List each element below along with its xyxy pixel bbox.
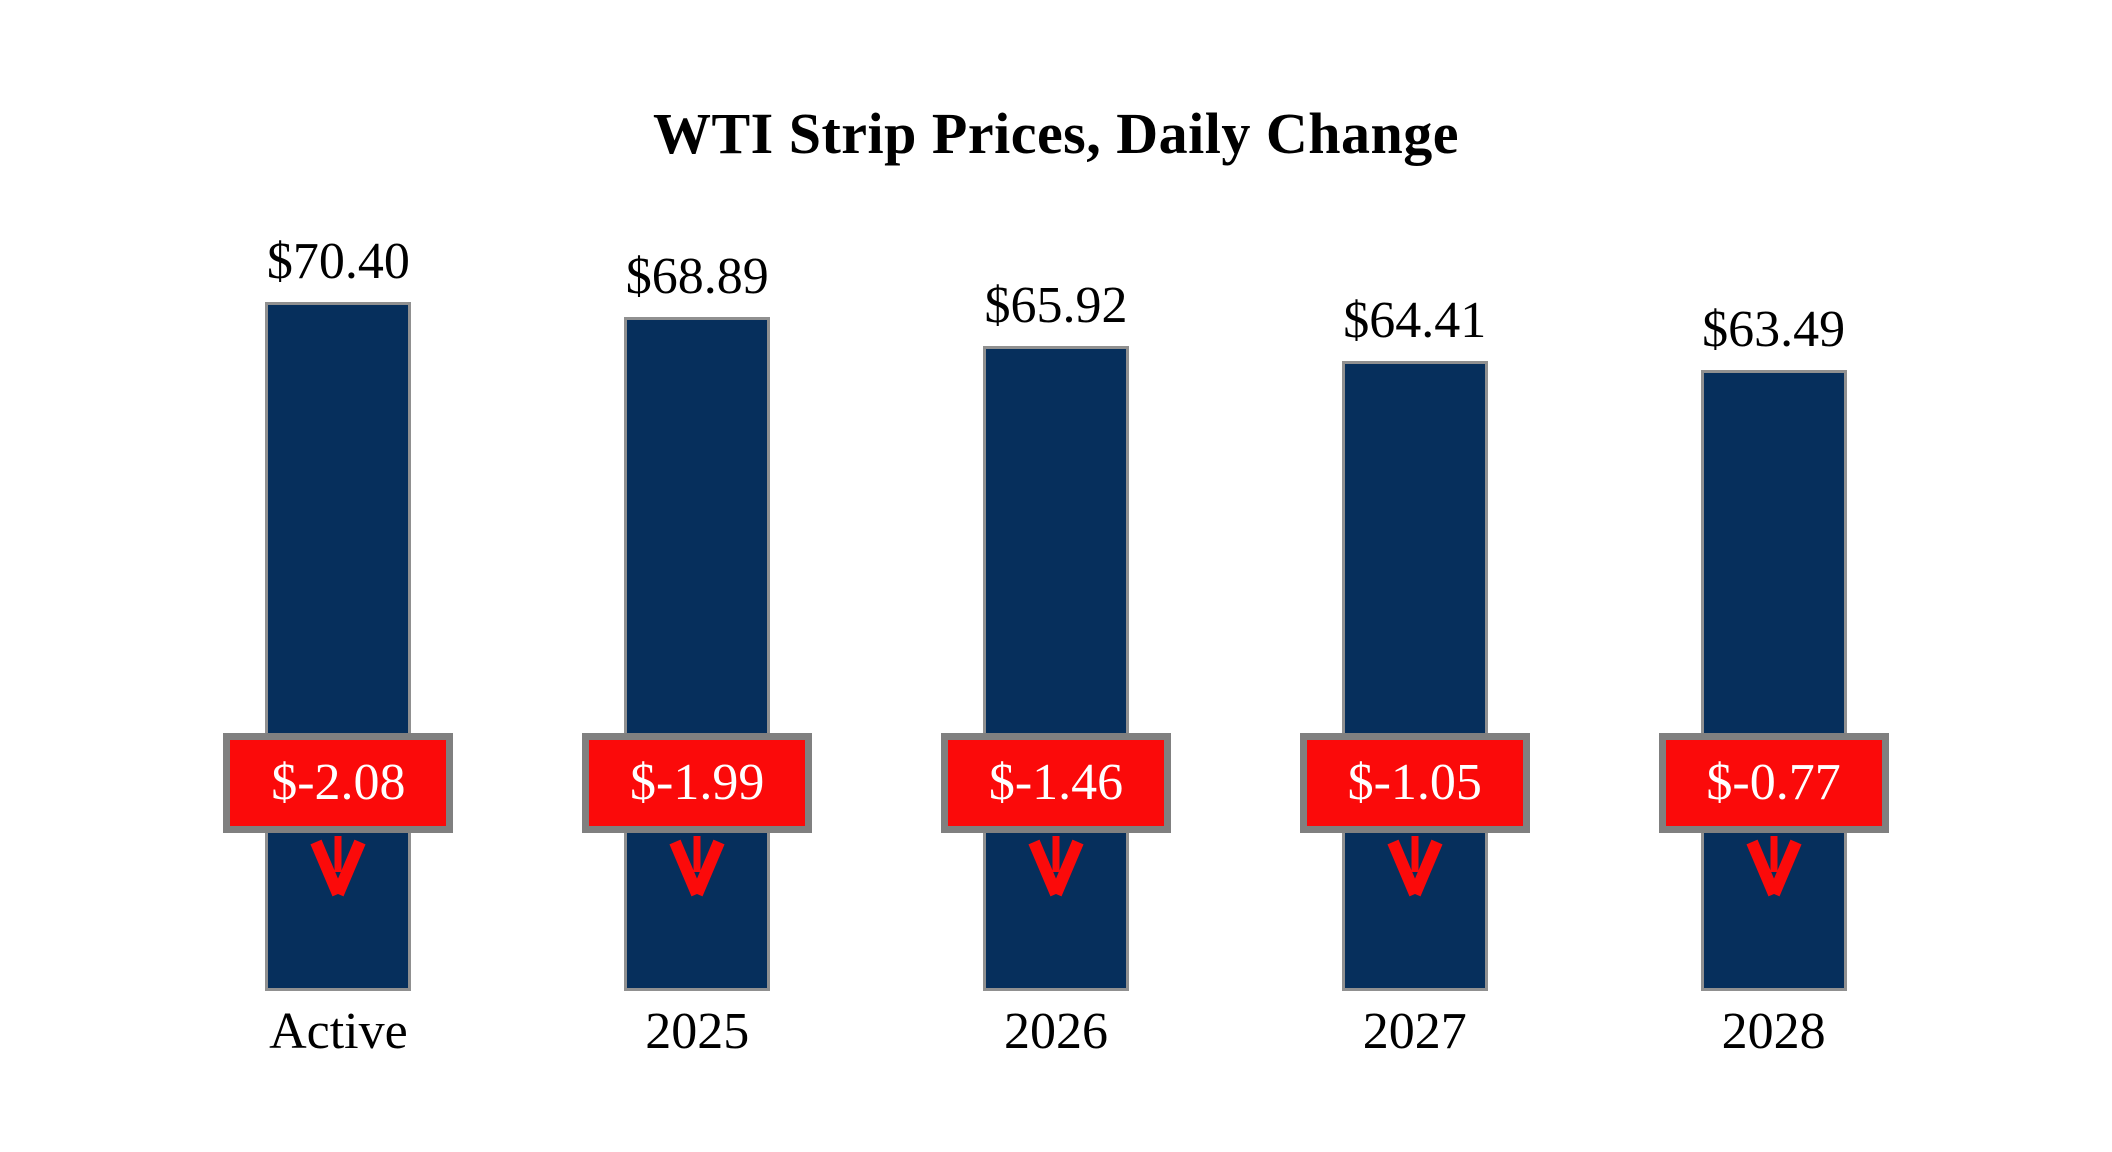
daily-change-badge: $-1.46: [940, 733, 1171, 833]
daily-change-badge: $-2.08: [223, 733, 454, 833]
down-arrow-icon: [1387, 836, 1443, 897]
bar-value-label: $64.41: [1343, 291, 1487, 349]
bar-group-2028: $63.49 $-0.77 2028: [1594, 0, 1953, 1152]
category-label: 2026: [1003, 1003, 1108, 1060]
bar-2028: [1700, 370, 1847, 991]
down-arrow-icon: [1028, 836, 1084, 897]
bar-value-label: $63.49: [1702, 300, 1846, 358]
daily-change-badge: $-0.77: [1658, 733, 1889, 833]
bar-group-active: $70.40 $-2.08 Active: [159, 0, 518, 1152]
bar-value-label: $70.40: [266, 232, 410, 290]
daily-change-badge: $-1.05: [1299, 733, 1530, 833]
daily-change-value: $-0.77: [1706, 754, 1841, 811]
daily-change-value: $-1.46: [988, 754, 1124, 811]
daily-change-value: $-2.08: [271, 754, 406, 811]
daily-change-value: $-1.99: [630, 754, 765, 811]
category-label: 2027: [1362, 1003, 1467, 1060]
bar-group-2025: $68.89 $-1.99 2025: [518, 0, 877, 1152]
chart-title: WTI Strip Prices, Daily Change: [652, 101, 1460, 166]
bar-value-label: $68.89: [625, 247, 769, 305]
down-arrow-icon: [1746, 836, 1802, 897]
bar-group-2027: $64.41 $-1.05 2027: [1235, 0, 1594, 1152]
category-label: 2025: [645, 1003, 750, 1060]
daily-change-badge: $-1.99: [582, 733, 813, 833]
category-label: 2028: [1721, 1003, 1826, 1060]
down-arrow-icon: [669, 836, 725, 897]
bar-value-label: $65.92: [984, 276, 1128, 334]
bar-active: [265, 302, 412, 991]
bar-group-2026: $65.92 $-1.46 2026: [877, 0, 1236, 1152]
bars-row: $70.40 $-2.08 Active $68.89 $-1.99: [159, 0, 1953, 1152]
down-arrow-icon: [310, 836, 366, 897]
category-label: Active: [269, 1003, 408, 1060]
daily-change-value: $-1.05: [1347, 754, 1482, 811]
